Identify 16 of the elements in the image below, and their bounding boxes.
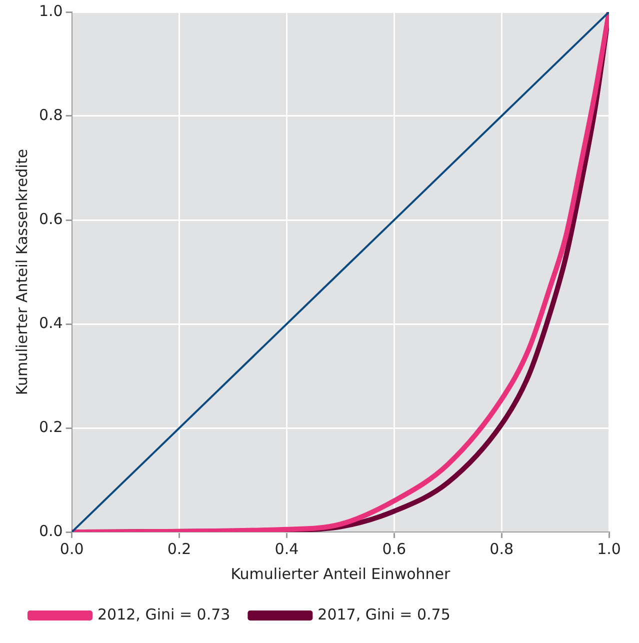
x-tick-label: 0.8 [490,540,514,558]
legend-label: 2017, Gini = 0.75 [318,605,450,624]
legend-label: 2012, Gini = 0.73 [98,605,230,624]
y-tick-label: 0.2 [38,418,63,436]
y-tick-label: 0.0 [38,522,63,540]
x-axis-title: Kumulierter Anteil Einwohner [230,564,451,583]
x-tick-label: 0.4 [274,540,299,558]
x-tick-label: 1.0 [597,540,621,558]
x-tick-label: 0.2 [167,540,192,558]
y-tick-label: 0.6 [38,210,63,228]
y-tick-label: 0.4 [38,314,63,332]
x-tick-label: 0.0 [60,540,84,558]
y-axis-title: Kumulierter Anteil Kassenkredite [12,148,31,396]
x-tick-label: 0.6 [382,540,406,558]
y-tick-label: 0.8 [38,106,63,124]
y-tick-label: 1.0 [38,2,63,20]
